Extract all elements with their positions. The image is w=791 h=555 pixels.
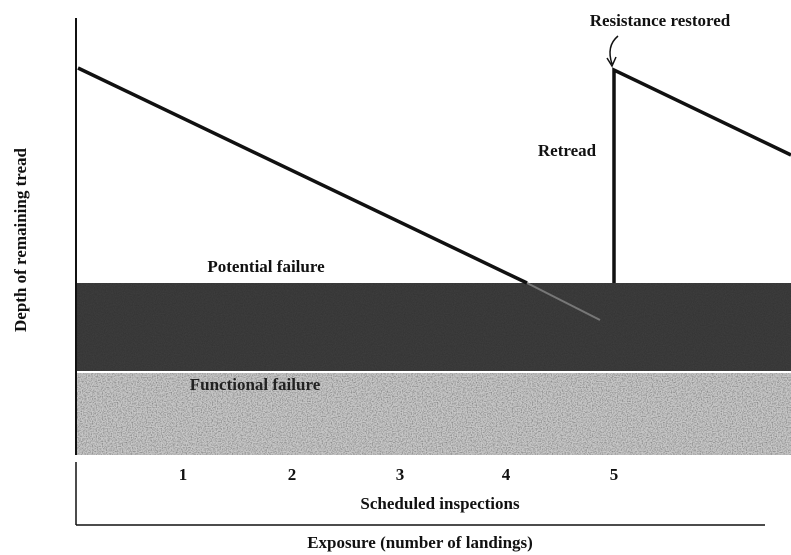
wear-line-2 bbox=[612, 67, 791, 283]
y-axis-label: Depth of remaining tread bbox=[11, 147, 30, 332]
inspection-label: 3 bbox=[396, 465, 405, 484]
wear-line-1 bbox=[77, 66, 528, 285]
arrow-head bbox=[606, 56, 617, 68]
functional-failure-texture bbox=[76, 373, 791, 455]
inspection-label: 2 bbox=[288, 465, 297, 484]
x-axis-label: Exposure (number of landings) bbox=[307, 533, 533, 552]
wear-line-1-hidden bbox=[526, 282, 601, 321]
zone-label: Functional failure bbox=[190, 375, 321, 394]
potential-failure-texture bbox=[76, 283, 791, 371]
annotation: Retread bbox=[538, 141, 597, 160]
inspections-label: Scheduled inspections bbox=[360, 494, 520, 513]
annotation: Resistance restored bbox=[590, 11, 731, 30]
inspection-label: 5 bbox=[610, 465, 619, 484]
inspection-label: 1 bbox=[179, 465, 188, 484]
zone-label: Potential failure bbox=[207, 257, 325, 276]
arrow bbox=[609, 35, 619, 65]
inspection-label: 4 bbox=[502, 465, 511, 484]
